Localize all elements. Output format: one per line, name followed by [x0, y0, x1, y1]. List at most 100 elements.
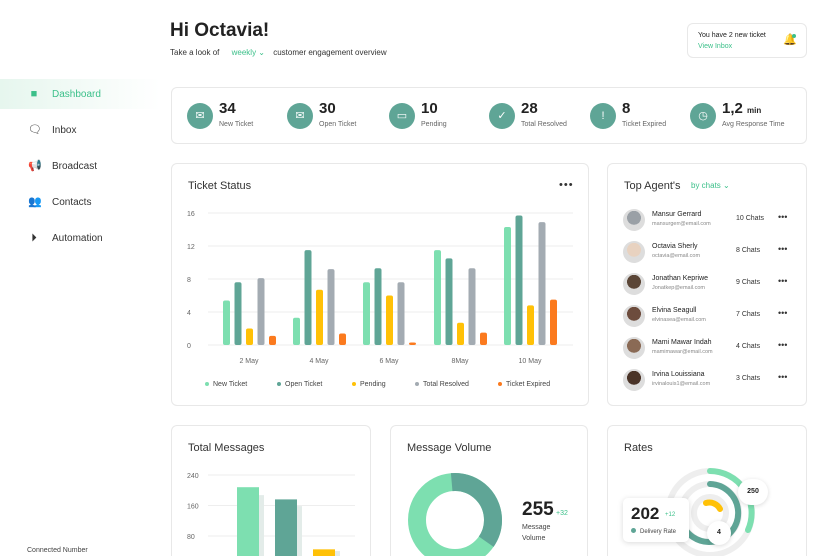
view-inbox-link[interactable]: View Inbox: [698, 43, 733, 50]
total-messages-card: Total Messages: [171, 425, 371, 556]
avatar: [623, 337, 645, 359]
donut-open-segment: [408, 473, 502, 556]
stat-label: Ticket Expired: [622, 121, 667, 128]
agent-chats: 4 Chats: [736, 343, 761, 350]
legend-item: Ticket Expired: [498, 381, 550, 388]
bar-open-ticket: [445, 258, 453, 345]
agent-name: Mansur Gerrard: [652, 211, 702, 218]
agents-filter-value: by chats: [691, 181, 721, 190]
agent-name: Elvina Seagull: [652, 307, 697, 314]
notification-card: You have 2 new ticket View Inbox 🔔: [687, 23, 807, 58]
y-tick-label: 160: [187, 504, 199, 511]
stat-value: 10: [421, 100, 438, 117]
legend-dot: [415, 382, 419, 387]
y-tick-label: 12: [187, 244, 195, 251]
avatar: [623, 369, 645, 391]
agent-row[interactable]: Mansur Gerrard mansurgerr@email.com 10 C…: [623, 209, 793, 233]
avatar: [623, 241, 645, 263]
avatar: [623, 209, 645, 231]
total-messages-title: Total Messages: [188, 442, 265, 454]
delivery-rate-value: 202: [631, 504, 660, 523]
agent-row[interactable]: Elvina Seagull elvinasea@email.com 7 Cha…: [623, 305, 793, 329]
bar-pending: [316, 289, 323, 345]
bar-open-ticket: [515, 215, 523, 345]
sidebar-item-contacts[interactable]: 👥 Contacts: [28, 196, 92, 208]
more-options-icon[interactable]: •••: [778, 212, 788, 222]
bar-pending: [527, 305, 534, 345]
rates-outer-badge: 250: [738, 479, 768, 505]
bar-pending: [457, 322, 464, 345]
more-options-icon[interactable]: •••: [559, 179, 574, 191]
bar-total-resolved: [397, 282, 405, 345]
sidebar-item-inbox[interactable]: 🗨 Inbox: [28, 124, 77, 136]
message-volume-value: 255: [522, 499, 554, 520]
warning-icon: !: [590, 103, 616, 129]
agent-row[interactable]: Jonathan Kepriwe Jonatkep@email.com 9 Ch…: [623, 273, 793, 297]
legend-item: Pending: [352, 381, 386, 388]
more-options-icon[interactable]: •••: [778, 372, 788, 382]
y-tick-label: 8: [187, 277, 191, 284]
agents-filter-dropdown[interactable]: by chats ⌄: [691, 181, 730, 190]
y-tick-label: 80: [187, 534, 195, 541]
chat-bubbles-icon: 🗨: [28, 124, 42, 136]
stat-label: New Ticket: [219, 121, 254, 128]
sidebar-item-automation[interactable]: ⏵ Automation: [0, 223, 160, 253]
message-bar: [313, 549, 335, 556]
agent-row[interactable]: Octavia Sherly octavia@email.com 8 Chats…: [623, 241, 793, 265]
bar-total-resolved: [327, 269, 335, 345]
y-tick-label: 16: [187, 211, 195, 218]
top-agents-title: Top Agent's: [624, 180, 681, 192]
agent-row[interactable]: Mami Mawar Indah mamimawar@email.com 4 C…: [623, 337, 793, 361]
play-circle-icon: ⏵: [31, 232, 37, 244]
bar-new-ticket: [434, 250, 441, 345]
agent-email: mamimawar@email.com: [652, 349, 713, 355]
clock-icon: ◷: [690, 103, 716, 129]
page-title: Hi Octavia!: [170, 20, 270, 41]
subtitle: Take a look of weekly ⌄ customer engagem…: [170, 48, 387, 57]
more-options-icon[interactable]: •••: [778, 276, 788, 286]
agent-name: Mami Mawar Indah: [652, 339, 712, 346]
sidebar-item-broadcast[interactable]: 📢 Broadcast: [28, 160, 98, 172]
legend-dot: [631, 528, 636, 533]
sidebar-item-dashboard[interactable]: ■ Dashboard: [0, 79, 160, 109]
period-dropdown[interactable]: weekly ⌄: [232, 48, 265, 57]
connected-number-label: Connected Number: [27, 547, 88, 554]
more-options-icon[interactable]: •••: [778, 340, 788, 350]
bar-pending: [246, 328, 253, 345]
agent-email: Jonatkep@email.com: [652, 285, 705, 291]
bar-pending: [386, 295, 393, 345]
stat-value: 28: [521, 100, 538, 117]
stat-label: Total Resolved: [521, 121, 567, 128]
delivery-rate-delta: +12: [665, 512, 676, 518]
legend-item: Open Ticket: [277, 381, 322, 388]
grid-icon: ■: [30, 88, 38, 100]
rates-inner-badge: 4: [707, 521, 731, 545]
agent-email: elvinasea@email.com: [652, 317, 706, 323]
stat-value: 34: [219, 100, 236, 117]
stat-label: Avg Response Time: [722, 121, 785, 128]
bar-new-ticket: [504, 227, 511, 345]
subtitle-prefix: Take a look of: [170, 48, 220, 57]
y-tick-label: 240: [187, 473, 199, 480]
agent-name: Jonathan Kepriwe: [652, 275, 709, 282]
delivery-rate-tooltip: 202 +12 Delivery Rate: [623, 498, 689, 542]
bar-ticket-expired: [339, 333, 346, 345]
x-tick-label: 6 May: [379, 358, 399, 365]
users-icon: 👥: [28, 196, 42, 208]
message-volume-label-2: Volume: [522, 535, 546, 542]
more-options-icon[interactable]: •••: [778, 244, 788, 254]
more-options-icon[interactable]: •••: [778, 308, 788, 318]
message-volume-label: Message: [522, 524, 551, 531]
x-tick-label: 2 May: [239, 358, 259, 365]
subtitle-suffix: customer engagement overview: [273, 48, 387, 57]
x-tick-label: 8May: [451, 358, 469, 365]
bar-ticket-expired: [550, 299, 557, 345]
open-mail-icon: ✉: [287, 103, 313, 129]
legend-dot: [352, 382, 356, 387]
message-volume-delta: +32: [556, 510, 568, 517]
agent-row[interactable]: Irvina Louissiana irvinalouis1@email.com…: [623, 369, 793, 393]
